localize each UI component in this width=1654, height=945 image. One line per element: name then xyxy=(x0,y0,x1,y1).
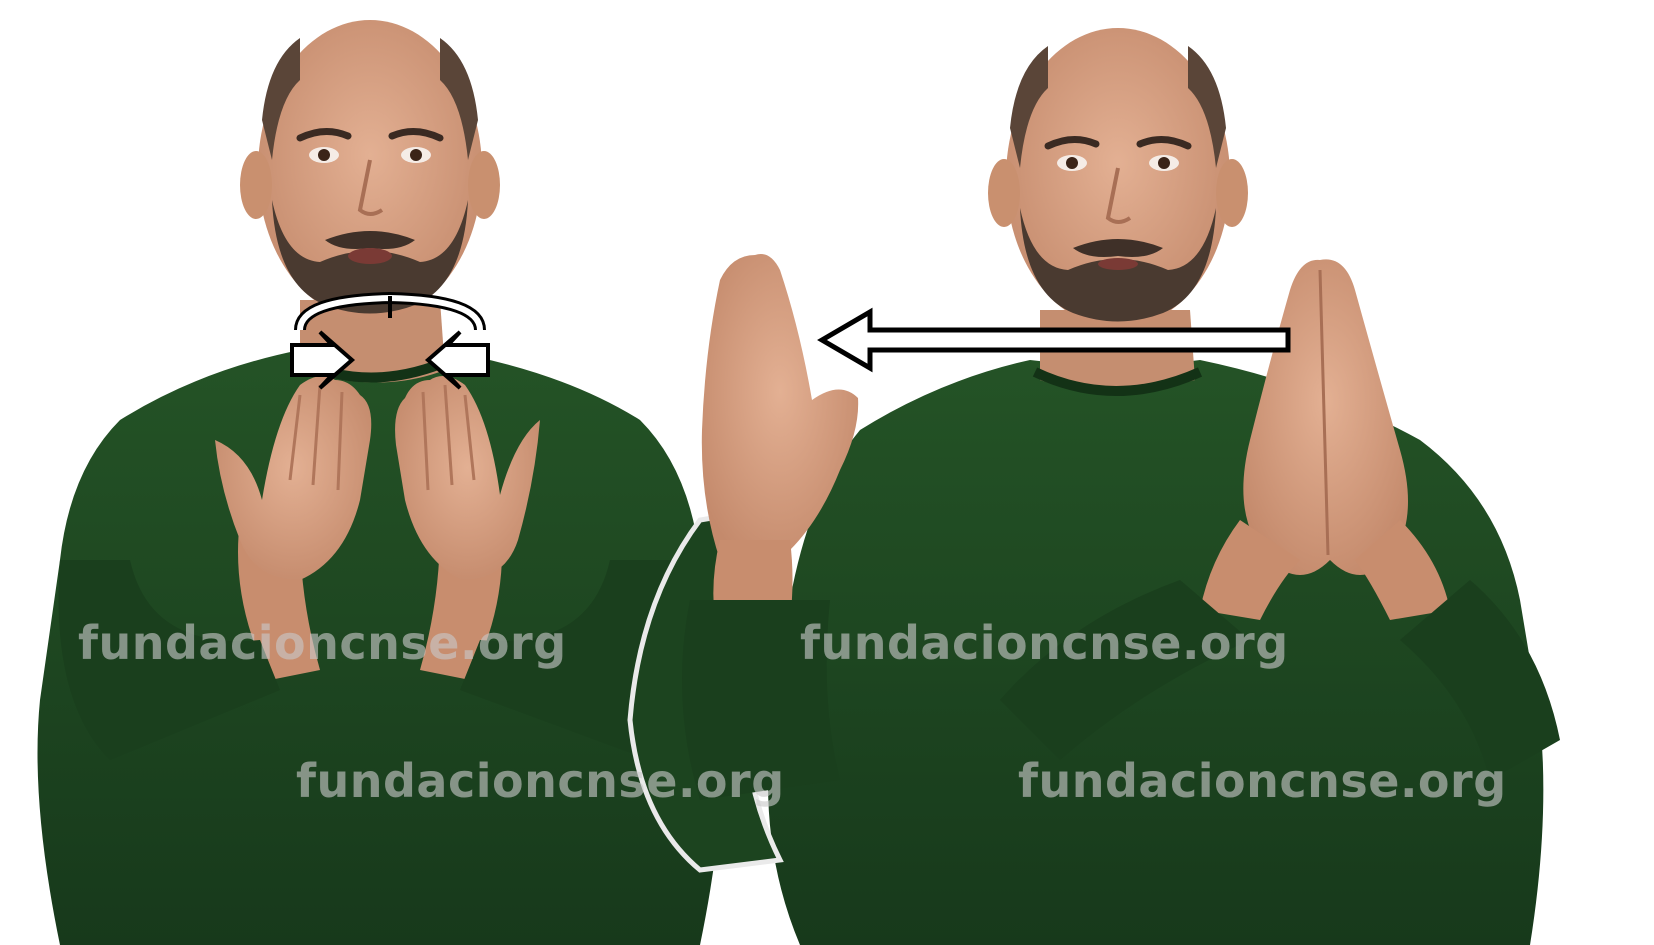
brow xyxy=(296,128,352,142)
left-sleeve-a xyxy=(58,560,281,760)
hair xyxy=(262,38,300,160)
hair xyxy=(1010,46,1048,168)
mustache xyxy=(325,231,415,249)
hair-right xyxy=(440,38,478,160)
pressed-palms xyxy=(1243,259,1408,575)
watermark-text: fundacioncnse.org xyxy=(1018,754,1507,808)
mustache xyxy=(1073,239,1163,257)
signer-right xyxy=(627,28,1560,945)
watermark-text: fundacioncnse.org xyxy=(296,754,785,808)
left-hand-a xyxy=(215,376,372,580)
mouth xyxy=(348,248,392,264)
nose xyxy=(1105,167,1132,224)
brow xyxy=(388,128,444,142)
left-pointing-arrow-icon xyxy=(817,307,1291,373)
left-shirt xyxy=(37,350,723,945)
brow xyxy=(1136,136,1192,150)
pupil xyxy=(1066,157,1078,169)
hair xyxy=(1188,46,1226,168)
right-collar xyxy=(1032,367,1203,396)
pupil xyxy=(1158,157,1170,169)
nose xyxy=(357,159,384,216)
finger-lines xyxy=(288,384,476,491)
mouth xyxy=(1098,258,1138,270)
watermark-text: fundacioncnse.org xyxy=(78,616,567,670)
pupil xyxy=(318,149,330,161)
moving-hand xyxy=(701,254,859,560)
pupil xyxy=(410,149,422,161)
left-hand-b xyxy=(395,376,540,580)
right-forearms xyxy=(1200,520,1450,620)
left-ear xyxy=(240,151,272,219)
palm-crease xyxy=(1318,269,1330,556)
ear xyxy=(1216,159,1248,227)
brow xyxy=(1044,136,1100,150)
ear xyxy=(988,159,1020,227)
right-sleeves xyxy=(1000,580,1560,780)
circular-rotation-arrows-icon xyxy=(290,291,490,390)
moving-sleeve xyxy=(682,600,840,800)
signer-left xyxy=(37,20,723,945)
right-ear xyxy=(468,151,500,219)
watermark-text: fundacioncnse.org xyxy=(800,616,1289,670)
